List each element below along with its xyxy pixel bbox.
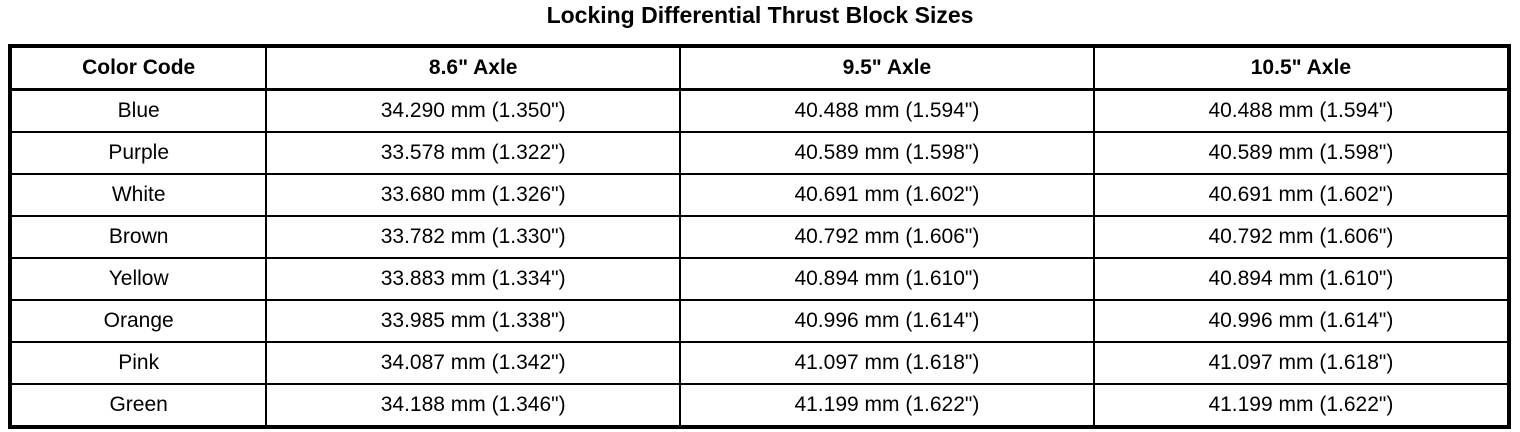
color-code-cell: Purple — [8, 131, 268, 175]
size-value-cell: 41.199 mm (1.622") — [1092, 383, 1511, 428]
size-value-cell: 33.782 mm (1.330") — [265, 215, 682, 259]
size-value-cell: 40.589 mm (1.598") — [1092, 131, 1511, 175]
color-code-cell: Green — [8, 383, 268, 428]
table-row: Yellow 33.883 mm (1.334") 40.894 mm (1.610… — [8, 257, 1511, 301]
size-value-cell: 40.589 mm (1.598") — [679, 131, 1095, 175]
color-code-cell: Yellow — [8, 257, 268, 301]
table-row: Purple 33.578 mm (1.322") 40.589 mm (1.598… — [8, 131, 1511, 175]
size-value-cell: 40.894 mm (1.610") — [679, 257, 1095, 301]
size-value-cell: 40.996 mm (1.614") — [1092, 299, 1511, 343]
table-row: Pink 34.087 mm (1.342") 41.097 mm (1.618")… — [8, 341, 1511, 385]
size-value-cell: 40.488 mm (1.594") — [679, 88, 1095, 133]
table-row: Blue 34.290 mm (1.350") 40.488 mm (1.594")… — [8, 88, 1511, 133]
size-value-cell: 40.792 mm (1.606") — [1092, 215, 1511, 259]
size-value-cell: 33.578 mm (1.322") — [265, 131, 682, 175]
column-header: 9.5" Axle — [679, 45, 1095, 91]
size-value-cell: 40.691 mm (1.602") — [679, 173, 1095, 217]
thrust-block-size-table: Color Code 8.6" Axle 9.5" Axle 10.5" Axle B… — [8, 44, 1511, 429]
color-code-cell: Pink — [8, 341, 268, 385]
table-row: White 33.680 mm (1.326") 40.691 mm (1.602"… — [8, 173, 1511, 217]
page-title: Locking Differential Thrust Block Sizes — [546, 2, 974, 28]
color-code-cell: White — [8, 173, 268, 217]
size-value-cell: 33.883 mm (1.334") — [265, 257, 682, 301]
column-header: 10.5" Axle — [1092, 45, 1511, 91]
size-value-cell: 33.985 mm (1.338") — [265, 299, 682, 343]
size-value-cell: 34.290 mm (1.350") — [265, 88, 682, 133]
table-row: Green 34.188 mm (1.346") 41.199 mm (1.622"… — [8, 383, 1511, 428]
size-value-cell: 40.488 mm (1.594") — [1092, 88, 1511, 133]
size-value-cell: 41.199 mm (1.622") — [679, 383, 1095, 428]
size-value-cell: 34.188 mm (1.346") — [265, 383, 682, 428]
table-row: Brown 33.782 mm (1.330") 40.792 mm (1.606"… — [8, 215, 1511, 259]
size-value-cell: 40.792 mm (1.606") — [679, 215, 1095, 259]
size-value-cell: 33.680 mm (1.326") — [265, 173, 682, 217]
size-value-cell: 40.691 mm (1.602") — [1092, 173, 1511, 217]
size-value-cell: 40.894 mm (1.610") — [1092, 257, 1511, 301]
column-header: 8.6" Axle — [265, 45, 682, 91]
color-code-cell: Orange — [8, 299, 268, 343]
size-value-cell: 34.087 mm (1.342") — [265, 341, 682, 385]
color-code-cell: Brown — [8, 215, 268, 259]
column-header: Color Code — [8, 45, 268, 91]
table-header-row: Color Code 8.6" Axle 9.5" Axle 10.5" Axle — [8, 45, 1511, 91]
size-value-cell: 41.097 mm (1.618") — [679, 341, 1095, 385]
color-code-cell: Blue — [8, 88, 268, 133]
size-value-cell: 41.097 mm (1.618") — [1092, 341, 1511, 385]
table-body: Blue 34.290 mm (1.350") 40.488 mm (1.594")… — [8, 88, 1511, 428]
table-row: Orange 33.985 mm (1.338") 40.996 mm (1.614… — [8, 299, 1511, 343]
size-value-cell: 40.996 mm (1.614") — [679, 299, 1095, 343]
